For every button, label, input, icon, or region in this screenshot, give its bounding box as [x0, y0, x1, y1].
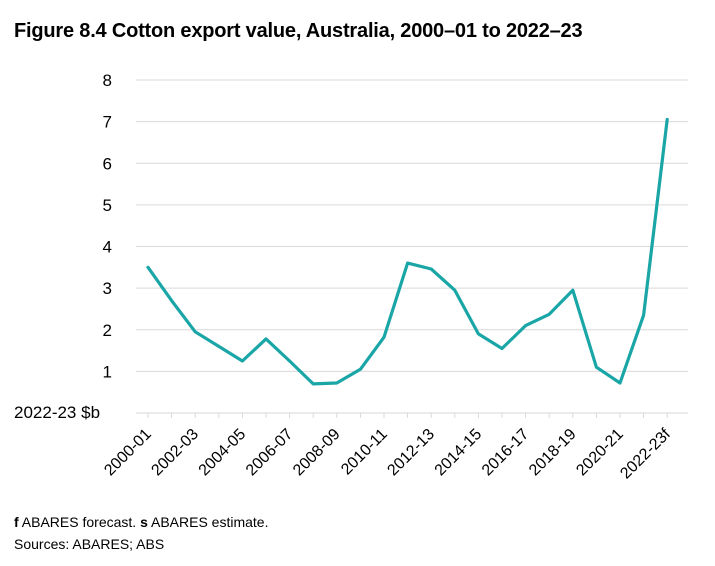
x-tick-label: 2006-07: [243, 426, 297, 480]
x-tick-label: 2004-05: [196, 426, 250, 480]
x-tick-label: 2012-13: [384, 426, 438, 480]
series-line: [146, 117, 669, 386]
y-axis-ticks: 1 2 3 4 5 6 7 8: [103, 71, 112, 381]
footnote-forecast: f ABARES forecast. s ABARES estimate.: [14, 514, 268, 530]
x-tick-label: 2016-17: [479, 426, 533, 480]
x-axis-ticks: 2000-012002-032004-052006-072008-092010-…: [101, 413, 674, 482]
estimate-text: ABARES estimate.: [147, 514, 269, 530]
x-tick-label: 2000-01: [101, 426, 155, 480]
x-tick-label: 2002-03: [148, 426, 202, 480]
forecast-marker: f: [14, 514, 19, 530]
y-tick-label: 3: [103, 279, 112, 298]
y-tick-label: 5: [103, 196, 112, 215]
y-tick-label: 7: [103, 113, 112, 132]
y-axis-label: 2022-23 $b: [14, 403, 100, 422]
series-layer: [146, 117, 669, 386]
x-tick-label: 2022-23f: [617, 425, 674, 482]
y-tick-label: 2: [103, 321, 112, 340]
x-tick-label: 2018-19: [526, 426, 580, 480]
y-tick-label: 8: [103, 71, 112, 90]
gridlines: [136, 79, 688, 372]
chart-title: Figure 8.4 Cotton export value, Australi…: [14, 20, 583, 42]
y-tick-label: 4: [103, 238, 112, 257]
footnote-sources: Sources: ABARES; ABS: [14, 536, 165, 552]
x-tick-label: 2014-15: [432, 426, 486, 480]
y-tick-label: 1: [103, 362, 112, 381]
estimate-marker: s: [140, 514, 148, 530]
x-tick-label: 2008-09: [290, 426, 344, 480]
x-tick-label: 2010-11: [338, 426, 391, 479]
y-tick-label: 6: [103, 154, 112, 173]
forecast-text: ABARES forecast.: [18, 514, 141, 530]
